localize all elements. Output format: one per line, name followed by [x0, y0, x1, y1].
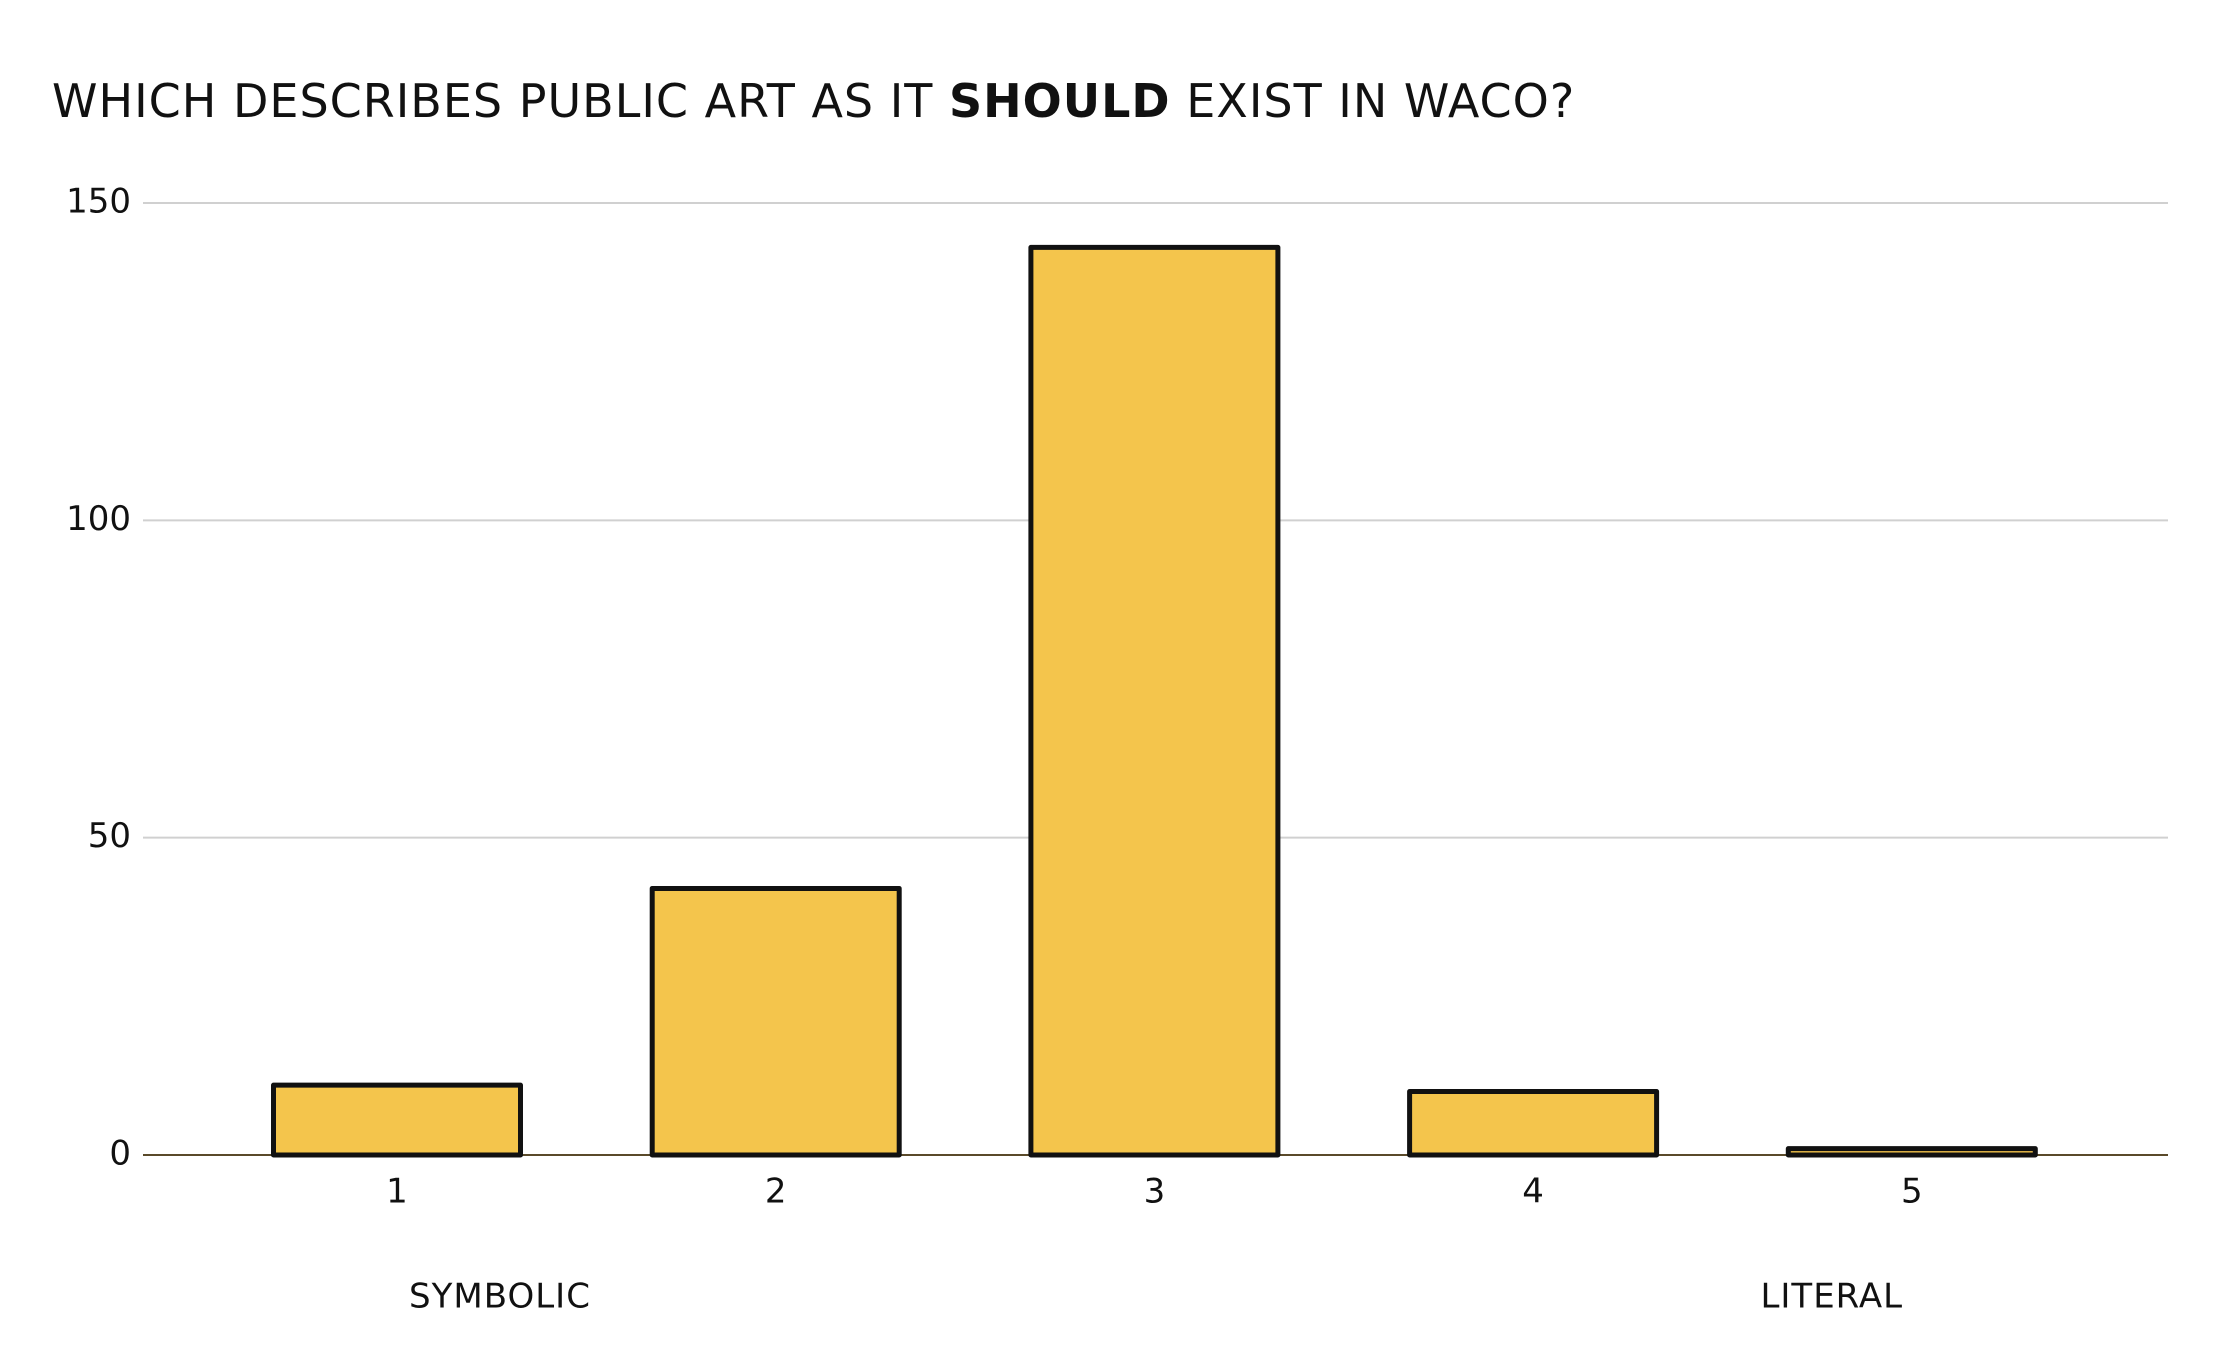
- bar: [1785, 1146, 2038, 1158]
- y-tick-label: 150: [66, 182, 131, 222]
- x-tick-label: 5: [1901, 1172, 1923, 1212]
- y-tick-label: 0: [109, 1134, 131, 1174]
- bar: [1407, 1089, 1660, 1158]
- x-tick-label: 3: [1144, 1172, 1166, 1212]
- bar: [271, 1082, 523, 1158]
- y-tick-label: 50: [88, 816, 131, 856]
- annotation: SYMBOLIC: [409, 1277, 591, 1317]
- title-part: EXIST IN WACO?: [1171, 74, 1576, 128]
- title-emphasis: SHOULD: [949, 74, 1171, 128]
- y-tick-label: 100: [66, 499, 131, 539]
- annotation: LITERAL: [1760, 1277, 1903, 1317]
- x-tick-label: 2: [765, 1172, 787, 1212]
- x-tick-label: 4: [1522, 1172, 1544, 1212]
- bar: [649, 885, 902, 1158]
- chart-title: WHICH DESCRIBES PUBLIC ART AS IT SHOULD …: [52, 74, 1575, 128]
- title-part: WHICH DESCRIBES PUBLIC ART AS IT: [52, 74, 949, 128]
- bar: [1028, 244, 1281, 1158]
- x-tick-label: 1: [386, 1172, 408, 1212]
